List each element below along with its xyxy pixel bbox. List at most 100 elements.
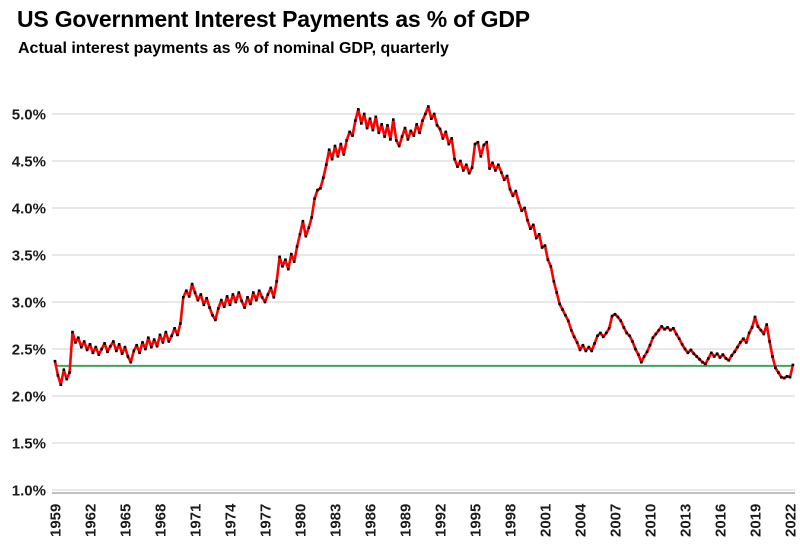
data-point-marker [543, 244, 547, 247]
data-point-marker [453, 157, 456, 161]
data-point-marker [281, 265, 284, 268]
data-point-marker [368, 117, 372, 120]
data-point-marker [654, 332, 658, 336]
data-point-marker [164, 330, 168, 334]
data-point-marker [325, 163, 328, 167]
data-point-marker [246, 296, 249, 299]
data-point-marker [497, 163, 500, 167]
data-point-marker [65, 377, 68, 381]
data-point-marker [619, 319, 623, 323]
data-point-marker [217, 307, 220, 310]
data-point-marker [150, 345, 153, 349]
data-point-marker [260, 296, 264, 299]
data-point-marker [365, 126, 369, 130]
data-point-marker [158, 333, 162, 337]
data-point-marker [406, 138, 410, 141]
data-point-marker [578, 348, 582, 352]
data-point-marker [120, 352, 124, 355]
y-tick-label: 2.5% [12, 341, 46, 358]
data-point-marker [135, 343, 138, 347]
data-point-marker [263, 300, 267, 304]
data-point-marker [791, 363, 795, 367]
data-point-marker [152, 338, 156, 341]
data-point-marker [438, 127, 442, 131]
data-point-marker [570, 328, 573, 332]
data-point-marker [167, 340, 171, 343]
data-point-marker [155, 344, 159, 348]
data-point-marker [616, 315, 620, 319]
data-point-marker [765, 323, 768, 326]
data-point-marker [736, 345, 739, 349]
data-point-marker [196, 298, 200, 302]
data-point-marker [558, 302, 561, 306]
y-tick-label: 2.0% [12, 388, 46, 405]
data-point-marker [660, 325, 663, 328]
data-point-marker [94, 345, 98, 349]
data-point-marker [642, 355, 646, 358]
data-point-marker [112, 340, 115, 343]
data-point-marker [395, 139, 398, 142]
data-point-marker [68, 371, 71, 374]
x-tick-label: 2004 [572, 503, 589, 537]
data-point-marker [211, 313, 214, 317]
x-tick-label: 1980 [292, 504, 309, 537]
data-point-marker [532, 223, 535, 227]
data-point-marker [97, 353, 101, 356]
data-point-marker [701, 360, 704, 364]
data-point-marker [85, 348, 89, 352]
x-tick-label: 2016 [712, 504, 729, 537]
data-point-marker [707, 357, 710, 360]
data-point-marker [161, 341, 165, 344]
y-tick-label: 1.0% [12, 482, 46, 499]
data-point-marker [610, 314, 614, 318]
data-point-marker [362, 112, 366, 116]
data-point-marker [500, 171, 503, 174]
data-point-marker [634, 347, 637, 351]
data-point-marker [313, 197, 316, 200]
data-point-marker [138, 351, 141, 355]
data-point-marker [182, 296, 185, 299]
x-tick-label: 1977 [257, 504, 274, 537]
data-point-marker [117, 343, 121, 346]
x-tick-label: 2001 [537, 504, 554, 537]
data-point-marker [485, 140, 488, 144]
data-point-marker [249, 302, 252, 306]
data-point-marker [733, 350, 736, 354]
data-point-marker [511, 194, 515, 198]
x-tick-label: 1986 [362, 504, 379, 537]
data-point-marker [132, 349, 136, 353]
data-point-marker [77, 336, 80, 339]
data-point-marker [322, 176, 325, 180]
data-point-marker [176, 333, 179, 337]
data-point-marker [255, 298, 258, 302]
data-point-marker [141, 341, 144, 344]
data-point-marker [564, 313, 567, 317]
data-point-marker [750, 326, 754, 329]
data-point-marker [753, 315, 757, 319]
data-point-marker [462, 169, 465, 172]
data-point-marker [593, 342, 596, 345]
data-point-marker [298, 233, 302, 236]
data-point-marker [631, 340, 634, 343]
data-point-marker [80, 345, 83, 349]
data-point-marker [351, 134, 354, 137]
data-point-marker [179, 322, 182, 325]
data-point-marker [424, 112, 427, 116]
data-point-marker [447, 142, 451, 146]
data-point-marker [185, 289, 188, 292]
data-point-marker [91, 351, 95, 355]
data-point-marker [535, 236, 538, 240]
data-point-marker [252, 291, 255, 294]
data-point-marker [695, 355, 698, 358]
data-point-marker [418, 131, 421, 135]
data-point-marker [374, 115, 378, 119]
data-point-marker [147, 336, 150, 339]
data-point-marker [602, 335, 605, 339]
data-point-marker [292, 260, 296, 263]
data-point-marker [718, 356, 722, 359]
data-point-marker [240, 299, 243, 303]
data-point-marker [587, 345, 591, 349]
data-point-marker [82, 340, 86, 343]
data-point-marker [333, 144, 337, 148]
